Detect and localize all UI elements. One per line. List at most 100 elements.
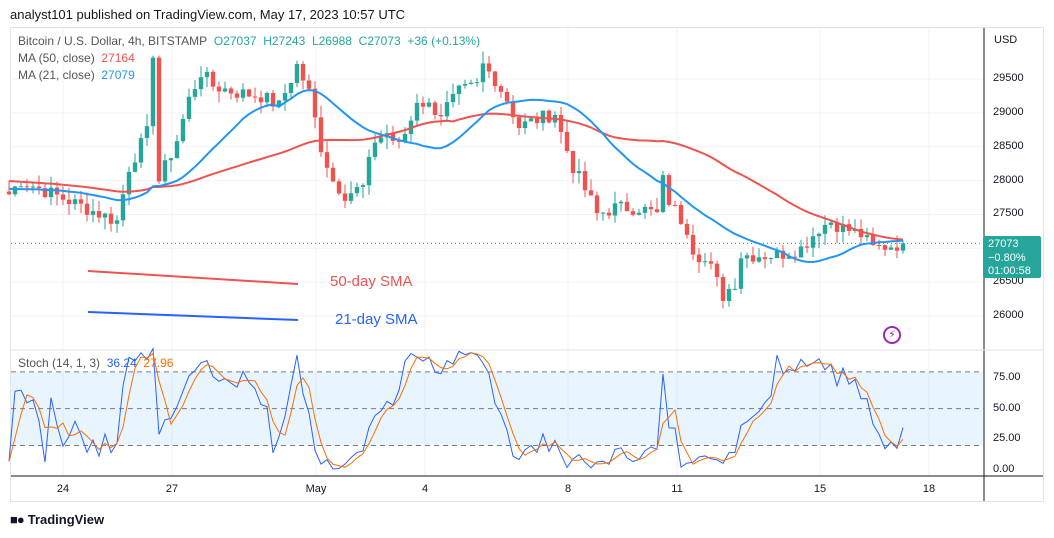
- ma21-line: [8, 88, 904, 263]
- candle-body: [426, 102, 432, 107]
- price-tick: 26500: [993, 275, 1024, 288]
- candle-body: [630, 211, 636, 215]
- ma50-legend[interactable]: MA (50, close) 27164: [18, 51, 135, 65]
- candle-body: [432, 102, 438, 115]
- candle-body: [858, 228, 864, 238]
- candle-body: [438, 114, 444, 117]
- candle-body: [456, 85, 462, 95]
- candle-body: [180, 118, 186, 142]
- candle-body: [558, 114, 564, 132]
- candle-body: [468, 82, 474, 84]
- candle-body: [870, 235, 876, 246]
- brand-name: TradingView: [27, 512, 105, 527]
- candle-body: [108, 213, 114, 224]
- candle-body: [372, 142, 378, 157]
- time-tick: May: [305, 483, 327, 495]
- candle-body: [606, 212, 612, 216]
- candle-body: [150, 57, 156, 127]
- ma50-line: [8, 112, 904, 241]
- candle-body: [714, 263, 720, 278]
- tradingview-logo[interactable]: ■● TradingView: [10, 512, 104, 527]
- candle-body: [648, 206, 654, 210]
- stoch-tick: 25.00: [993, 432, 1021, 445]
- stoch-d-value: 27.96: [143, 356, 174, 370]
- price-tick: 29500: [993, 72, 1024, 85]
- time-tick: 24: [56, 483, 70, 495]
- candle-body: [738, 258, 744, 289]
- candle-body: [84, 203, 90, 215]
- candle-body: [780, 250, 786, 259]
- candle-body: [126, 171, 132, 195]
- candle-body: [138, 137, 144, 163]
- ohlc-change: +36 (+0.13%): [407, 34, 481, 48]
- candle-body: [402, 133, 408, 142]
- candle-body: [798, 246, 804, 258]
- candle-body: [72, 199, 78, 205]
- candle-body: [228, 88, 234, 94]
- candle-body: [132, 162, 138, 172]
- candle-body: [516, 117, 522, 129]
- candle-body: [192, 89, 198, 97]
- bar-countdown: 01:00:58: [988, 265, 1031, 277]
- candle-body: [30, 186, 36, 188]
- candle-body: [594, 195, 600, 214]
- candle-body: [810, 236, 816, 248]
- candle-body: [696, 254, 702, 263]
- candle-body: [162, 160, 168, 182]
- candle-body: [348, 193, 354, 201]
- candle-body: [576, 171, 582, 174]
- price-tick: 28500: [993, 139, 1024, 152]
- candle-body: [816, 233, 822, 237]
- candle-body: [450, 94, 456, 103]
- candle-body: [864, 235, 870, 238]
- time-tick: 15: [813, 483, 827, 495]
- candle-body: [474, 82, 480, 84]
- candle-body: [306, 80, 312, 89]
- candle-body: [204, 71, 210, 78]
- candle-body: [396, 140, 402, 142]
- price-tick: 27500: [993, 207, 1024, 220]
- price-tick: 29000: [993, 105, 1024, 118]
- lightning-icon[interactable]: ⚡: [883, 326, 901, 344]
- candle-body: [444, 102, 450, 117]
- candle-body: [726, 289, 732, 301]
- candle-body: [6, 191, 12, 195]
- stoch-legend[interactable]: Stoch (14, 1, 3) 36.24 27.96: [18, 356, 173, 370]
- candle-body: [48, 187, 54, 198]
- candle-body: [390, 133, 396, 141]
- candle-body: [636, 212, 642, 215]
- candle-body: [504, 91, 510, 102]
- candle-body: [540, 110, 546, 124]
- stoch-d-line: [8, 352, 904, 468]
- candle-body: [240, 89, 246, 98]
- candle-body: [378, 137, 384, 143]
- candle-body: [324, 152, 330, 168]
- currency-label: USD: [994, 34, 1018, 46]
- time-tick: 11: [671, 483, 683, 495]
- candle-body: [522, 121, 528, 129]
- candle-body: [876, 245, 882, 247]
- candle-body: [246, 89, 252, 97]
- sma21-annotation-line: [87, 311, 299, 321]
- price-tick: 26000: [993, 309, 1024, 321]
- candle-body: [18, 186, 24, 188]
- candle-body: [654, 209, 660, 213]
- symbol-name[interactable]: Bitcoin / U.S. Dollar, 4h, BITSTAMP: [18, 34, 208, 48]
- candle-body: [366, 156, 372, 186]
- candle-body: [792, 256, 798, 258]
- candle-body: [288, 82, 294, 94]
- stoch-tick: 0.00: [993, 463, 1015, 475]
- candle-body: [822, 224, 828, 234]
- ma21-legend[interactable]: MA (21, close) 27079: [18, 68, 135, 82]
- stoch-tick: 50.00: [993, 401, 1021, 414]
- stoch-k-value: 36.24: [106, 356, 137, 370]
- candle-body: [318, 117, 324, 153]
- candle-body: [174, 141, 180, 159]
- candle-body: [342, 193, 348, 201]
- time-tick: 18: [922, 483, 936, 495]
- candle-body: [750, 255, 756, 262]
- ma50-value: 27164: [101, 51, 135, 65]
- candle-body: [708, 261, 714, 264]
- candle-body: [660, 175, 666, 213]
